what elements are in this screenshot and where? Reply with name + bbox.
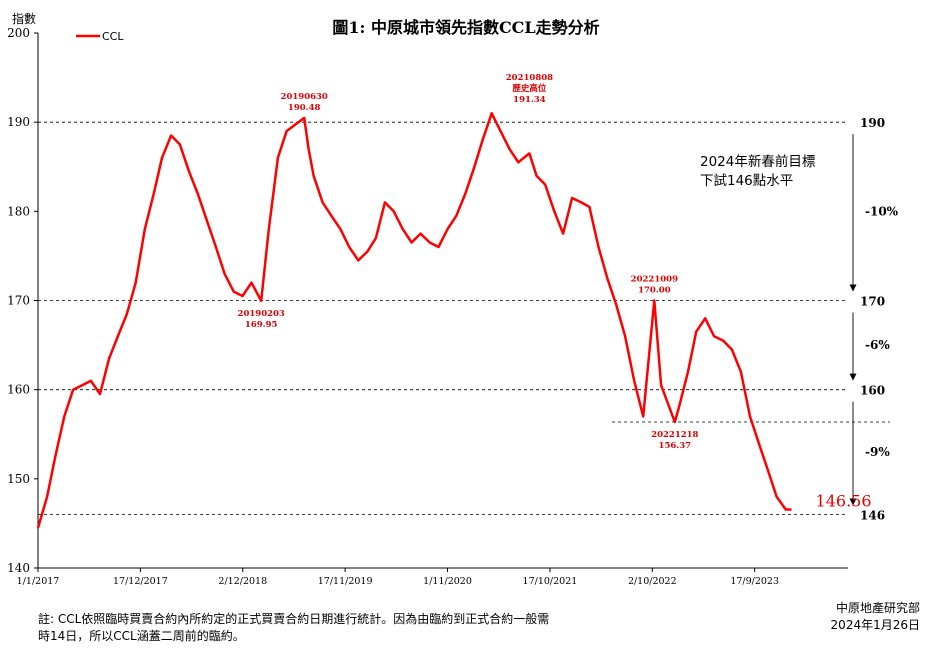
annotation-label: 20221009 bbox=[631, 275, 678, 285]
ref-label-170: 170 bbox=[860, 295, 885, 309]
y-tick-label: 180 bbox=[7, 204, 30, 218]
footnote-line: 時14日，所以CCL涵蓋二周前的臨約。 bbox=[38, 629, 245, 643]
pct-change-label: -10% bbox=[865, 204, 899, 218]
x-tick-label: 2/10/2022 bbox=[628, 576, 677, 587]
annotation-label: 20190630 bbox=[281, 92, 328, 102]
target-note: 2024年新春前目標 下試146點水平 bbox=[700, 153, 815, 191]
target-note-line: 2024年新春前目標 bbox=[700, 154, 816, 170]
annotation-label: 20210808 bbox=[506, 73, 553, 83]
source-org: 中原地產研究部 bbox=[835, 601, 920, 615]
legend-label-ccl: CCL bbox=[102, 30, 124, 43]
annotation-label: 歷史高位 bbox=[512, 83, 547, 94]
ref-label-190: 190 bbox=[860, 116, 885, 130]
pct-arrow-head bbox=[849, 373, 857, 381]
y-tick-label: 150 bbox=[7, 472, 30, 486]
pct-change-label: -9% bbox=[865, 445, 890, 459]
chart-title: 圖1: 中原城市領先指數CCL走勢分析 bbox=[332, 18, 600, 37]
x-tick-label: 17/10/2021 bbox=[523, 576, 578, 587]
last-value-label: 146.56 bbox=[816, 492, 872, 511]
y-tick-label: 170 bbox=[7, 294, 30, 308]
source-date: 2024年1月26日 bbox=[830, 618, 920, 632]
x-tick-label: 17/9/2023 bbox=[730, 576, 779, 587]
footnote: 註: CCL依照臨時買賣合約內所約定的正式買賣合約日期進行統計。因為由臨約到正式… bbox=[38, 611, 638, 645]
x-tick-label: 17/12/2017 bbox=[113, 576, 168, 587]
x-tick-label: 17/11/2019 bbox=[318, 576, 373, 587]
y-axis-unit: 指數 bbox=[12, 12, 37, 26]
annotation-label: 190.48 bbox=[288, 103, 321, 113]
y-tick-label: 140 bbox=[7, 561, 30, 575]
annotation-label: 170.00 bbox=[638, 286, 671, 296]
pct-arrow-head bbox=[849, 284, 857, 292]
y-tick-label: 190 bbox=[7, 115, 30, 129]
ref-label-160: 160 bbox=[860, 384, 885, 398]
y-tick-label: 200 bbox=[7, 26, 30, 40]
target-note-line: 下試146點水平 bbox=[700, 173, 794, 189]
annotation-label: 156.37 bbox=[659, 441, 692, 451]
ref-label-146: 146 bbox=[860, 509, 885, 523]
footnote-line: 註: CCL依照臨時買賣合約內所約定的正式買賣合約日期進行統計。因為由臨約到正式… bbox=[38, 612, 550, 626]
y-tick-label: 160 bbox=[7, 383, 30, 397]
x-tick-label: 1/1/2017 bbox=[17, 576, 60, 587]
annotation-label: 20190203 bbox=[238, 309, 285, 319]
pct-change-label: -6% bbox=[865, 338, 890, 352]
source-credit: 中原地產研究部 2024年1月26日 bbox=[831, 600, 920, 634]
annotation-label: 20221218 bbox=[651, 430, 698, 440]
annotation-label: 191.34 bbox=[513, 95, 546, 105]
pct-arrow-head bbox=[849, 498, 857, 506]
ccl-series-line bbox=[36, 112, 792, 529]
x-tick-label: 1/11/2020 bbox=[423, 576, 472, 587]
x-tick-label: 2/12/2018 bbox=[218, 576, 267, 587]
annotation-label: 169.95 bbox=[245, 320, 278, 330]
